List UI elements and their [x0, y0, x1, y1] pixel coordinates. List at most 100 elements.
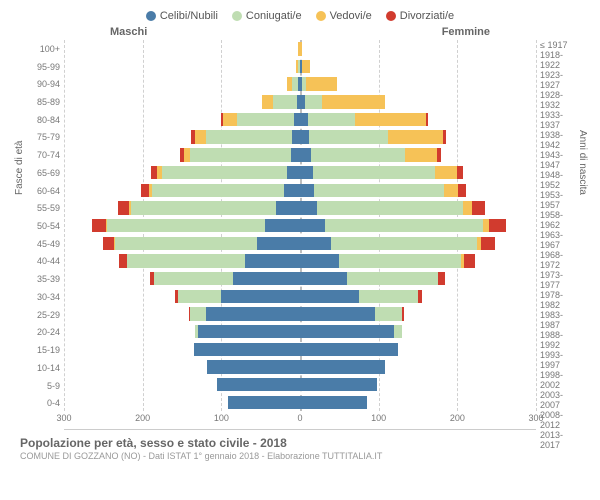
age-tick: 20-24	[20, 324, 60, 342]
segment-divorced	[443, 130, 446, 143]
segment-married	[162, 166, 288, 179]
segment-divorced	[472, 201, 485, 214]
segment-divorced	[118, 201, 129, 214]
male-bar	[64, 307, 300, 320]
age-tick: 5-9	[20, 377, 60, 395]
segment-divorced	[141, 184, 149, 197]
segment-widowed	[388, 130, 443, 143]
segment-single	[300, 254, 339, 267]
legend-item: Celibi/Nubili	[146, 10, 218, 22]
age-tick: 90-94	[20, 75, 60, 93]
pyramid-row	[64, 181, 536, 199]
age-tick: 30-34	[20, 288, 60, 306]
age-tick: 85-89	[20, 93, 60, 111]
segment-single	[207, 360, 300, 373]
segment-married	[331, 237, 477, 250]
segment-widowed	[322, 95, 385, 108]
footer: Popolazione per età, sesso e stato civil…	[20, 436, 580, 461]
birth-tick: 1943-1947	[540, 150, 580, 170]
plot-area: 3002001000100200300	[64, 40, 536, 430]
segment-married	[190, 148, 291, 161]
pyramid-row	[64, 164, 536, 182]
segment-single	[300, 307, 375, 320]
pyramid-row	[64, 128, 536, 146]
segment-single	[300, 396, 367, 409]
age-tick: 15-19	[20, 341, 60, 359]
segment-divorced	[103, 237, 114, 250]
y-axis-left-title: Fasce di età	[14, 141, 25, 195]
segment-divorced	[426, 113, 428, 126]
segment-married	[394, 325, 402, 338]
birth-tick: 1963-1967	[540, 230, 580, 250]
male-bar	[64, 148, 300, 161]
age-tick: 60-64	[20, 182, 60, 200]
legend-swatch	[146, 11, 156, 21]
segment-divorced	[437, 148, 441, 161]
segment-married	[375, 307, 403, 320]
segment-married	[131, 201, 277, 214]
birth-tick: ≤ 1917	[540, 40, 580, 50]
female-bar	[300, 201, 536, 214]
male-bar	[64, 272, 300, 285]
segment-single	[245, 254, 300, 267]
y-axis-left: 100+95-9990-9485-8980-8475-7970-7465-696…	[20, 40, 64, 430]
segment-married	[190, 307, 206, 320]
females-label: Femmine	[442, 26, 490, 38]
pyramid-row	[64, 199, 536, 217]
y-axis-right: ≤ 19171918-19221923-19271928-19321933-19…	[536, 40, 580, 430]
segment-married	[313, 166, 435, 179]
segment-married	[152, 184, 284, 197]
legend-item: Vedovi/e	[316, 10, 372, 22]
x-axis: 3002001000100200300	[64, 413, 536, 429]
segment-married	[317, 201, 463, 214]
segment-married	[107, 219, 264, 232]
pyramid-row	[64, 252, 536, 270]
legend-swatch	[316, 11, 326, 21]
segment-married	[325, 219, 482, 232]
segment-married	[237, 113, 294, 126]
x-tick: 100	[371, 413, 386, 423]
female-bar	[300, 378, 536, 391]
segment-single	[300, 237, 331, 250]
female-bar	[300, 130, 536, 143]
male-bar	[64, 378, 300, 391]
males-label: Maschi	[110, 26, 147, 38]
age-tick: 55-59	[20, 199, 60, 217]
segment-single	[300, 272, 347, 285]
segment-single	[300, 184, 314, 197]
female-bar	[300, 343, 536, 356]
segment-married	[178, 290, 221, 303]
male-bar	[64, 113, 300, 126]
segment-widowed	[302, 60, 310, 73]
segment-widowed	[262, 95, 273, 108]
male-bar	[64, 60, 300, 73]
birth-tick: 1983-1987	[540, 310, 580, 330]
female-bar	[300, 77, 536, 90]
male-bar	[64, 219, 300, 232]
x-tick: 200	[135, 413, 150, 423]
segment-divorced	[402, 307, 404, 320]
segment-single	[217, 378, 300, 391]
pyramid-row	[64, 111, 536, 129]
segment-single	[300, 219, 325, 232]
birth-tick: 1948-1952	[540, 170, 580, 190]
segment-single	[300, 290, 359, 303]
female-bar	[300, 360, 536, 373]
age-tick: 100+	[20, 40, 60, 58]
birth-tick: 1928-1932	[540, 90, 580, 110]
legend-label: Divorziati/e	[400, 10, 454, 22]
segment-married	[311, 148, 405, 161]
segment-single	[233, 272, 300, 285]
age-tick: 0-4	[20, 394, 60, 412]
segment-married	[273, 95, 297, 108]
male-bar	[64, 201, 300, 214]
legend-swatch	[232, 11, 242, 21]
female-bar	[300, 290, 536, 303]
birth-tick: 1958-1962	[540, 210, 580, 230]
pyramid-row	[64, 234, 536, 252]
age-tick: 70-74	[20, 146, 60, 164]
female-bar	[300, 166, 536, 179]
male-bar	[64, 42, 300, 55]
segment-married	[339, 254, 461, 267]
segment-widowed	[355, 113, 426, 126]
